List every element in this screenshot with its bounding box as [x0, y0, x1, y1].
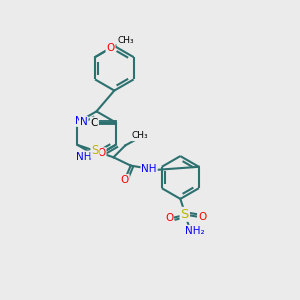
Text: NH₂: NH₂: [185, 226, 204, 236]
Text: O: O: [165, 213, 173, 223]
Text: C: C: [91, 118, 98, 128]
Text: CH₃: CH₃: [131, 131, 148, 140]
Text: N: N: [75, 116, 83, 126]
Text: O: O: [121, 175, 129, 185]
Text: S: S: [91, 144, 99, 157]
Text: O: O: [106, 43, 115, 53]
Text: S: S: [181, 208, 189, 221]
Text: CH₃: CH₃: [117, 36, 134, 45]
Text: N: N: [80, 117, 88, 127]
Text: NH: NH: [76, 152, 91, 161]
Text: NH: NH: [141, 164, 157, 174]
Text: O: O: [198, 212, 206, 222]
Text: O: O: [98, 148, 106, 158]
